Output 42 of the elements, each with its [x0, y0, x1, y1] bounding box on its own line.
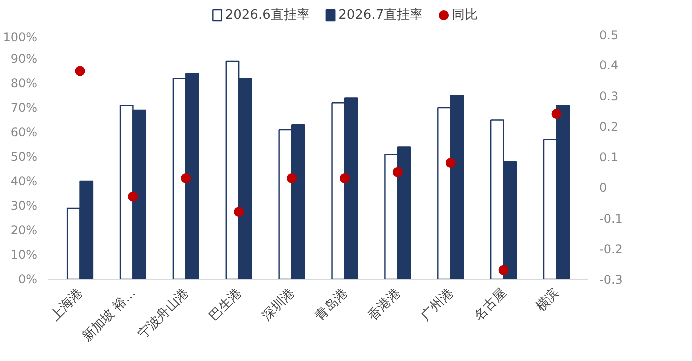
y-tick-label: 70%: [10, 101, 38, 115]
x-tick-label: 宁波舟山港: [134, 285, 192, 342]
point: [181, 173, 192, 184]
y-tick-label: 30%: [10, 199, 38, 213]
y-tick-label: 0%: [18, 272, 38, 286]
x-tick-label: 上海港: [47, 285, 86, 324]
point: [128, 192, 138, 202]
legend-label: 2026.7直挂率: [338, 7, 424, 23]
y-tick-label: 50%: [10, 150, 38, 164]
x-tick-label: 青岛港: [312, 285, 350, 324]
y2-tick-label: 0.4: [600, 58, 619, 73]
y-tick-label: 90%: [10, 52, 38, 66]
point: [340, 173, 350, 184]
x-tick-label: 广州港: [418, 285, 456, 324]
y-tick-label: 10%: [10, 248, 38, 262]
y2-tick-label: -0.3: [600, 273, 623, 287]
y-tick-label: 40%: [10, 174, 38, 188]
x-tick-label: 名古屋: [470, 285, 510, 324]
y-tick-label: 100%: [3, 30, 38, 44]
x-tick-label: 巴生港: [206, 285, 244, 324]
point: [552, 109, 562, 120]
y-tick-label: 60%: [10, 126, 38, 140]
point: [234, 207, 244, 218]
point: [498, 265, 509, 276]
x-tick-label: 深圳港: [259, 285, 298, 324]
y2-tick-label: 0.1: [600, 150, 619, 164]
y2-tick-label: 0.3: [600, 89, 619, 104]
y2-tick-label: 0: [600, 181, 608, 196]
x-tick-label: 香港港: [365, 285, 404, 324]
y2-tick-label: 0.2: [600, 120, 619, 134]
y2-tick-label: 0.5: [600, 28, 619, 42]
y-tick-label: 80%: [10, 76, 38, 90]
y2-tick-label: -0.1: [600, 212, 623, 226]
point: [75, 66, 86, 76]
point: [287, 173, 298, 184]
y-tick-label: 20%: [10, 224, 38, 238]
x-tick-label: 横滨: [533, 285, 562, 314]
y2-tick-label: -0.2: [600, 242, 623, 256]
point: [392, 167, 403, 178]
point: [446, 158, 456, 168]
legend-label: 同比: [452, 8, 478, 23]
legend-label: 2026.6直挂率: [225, 7, 310, 23]
